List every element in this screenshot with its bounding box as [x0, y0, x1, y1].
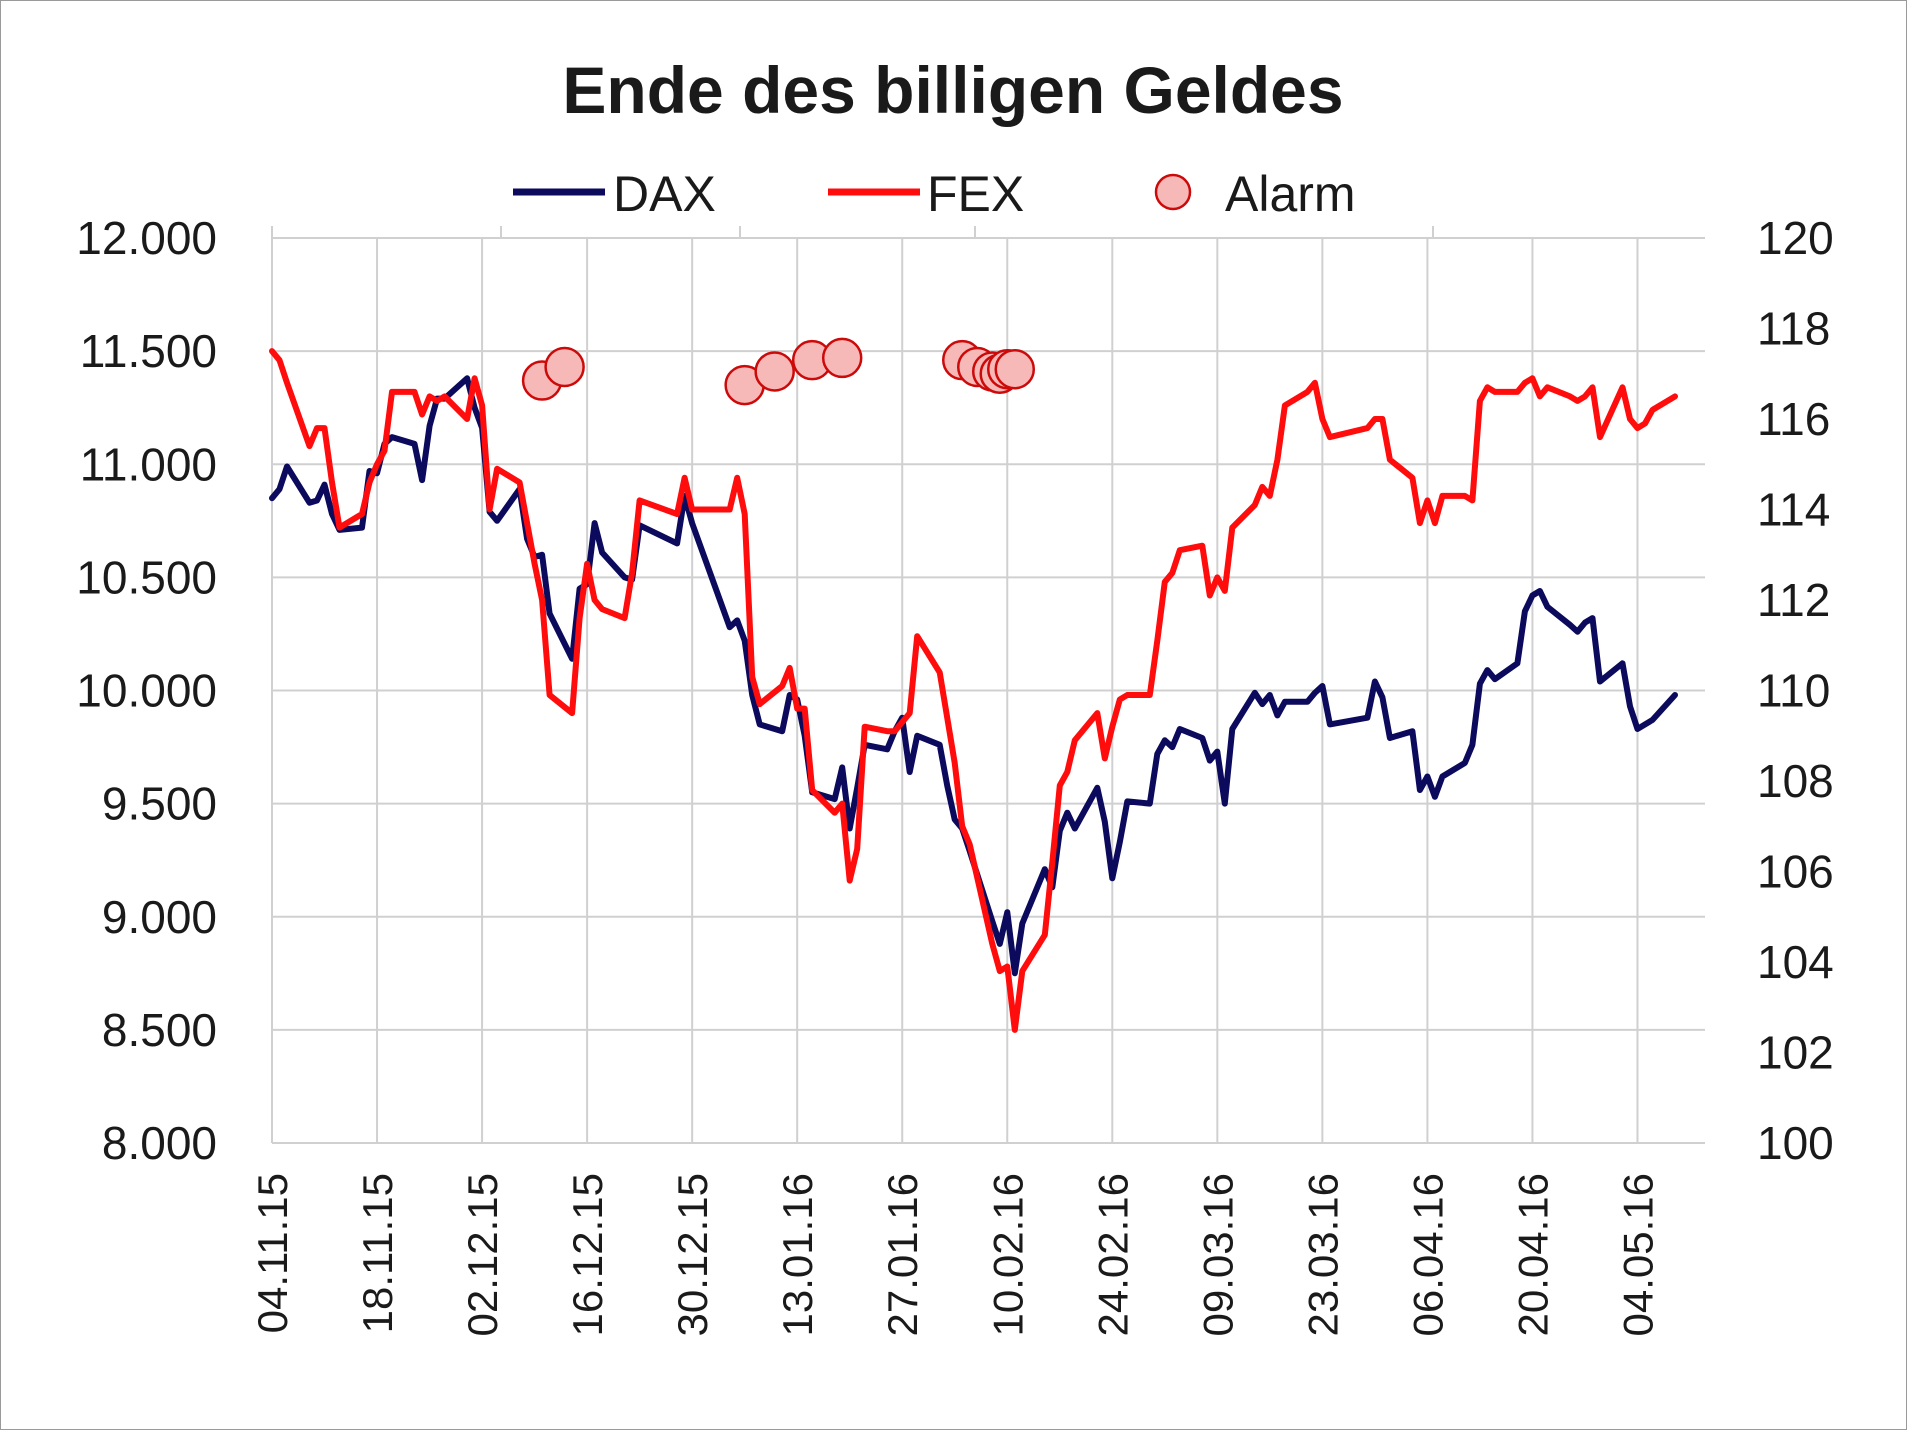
alarm-point: [821, 337, 863, 379]
x-axis-tick-label: 10.02.16: [984, 1173, 1031, 1337]
x-axis-tick-label: 23.03.16: [1299, 1173, 1346, 1337]
x-axis-tick-label: 04.11.15: [249, 1173, 296, 1333]
x-axis-tick-label: 24.02.16: [1089, 1173, 1136, 1337]
x-axis-tick-label: 04.05.16: [1614, 1173, 1661, 1337]
right-axis-tick-label: 116: [1757, 393, 1830, 445]
series-layer: [269, 348, 1678, 1033]
left-axis-tick-label: 10.000: [76, 665, 217, 717]
left-axis-tick-label: 11.000: [80, 438, 217, 490]
left-axis-tick-label: 8.000: [102, 1117, 217, 1169]
legend-label-alarm: Alarm: [1225, 166, 1356, 222]
right-axis-tick-label: 118: [1757, 303, 1830, 355]
x-axis-tick-label: 13.01.16: [774, 1173, 821, 1337]
right-axis-tick-label: 108: [1757, 755, 1834, 807]
alarm-point: [754, 351, 795, 392]
left-axis-tick-label: 8.500: [102, 1004, 217, 1056]
legend-marker-alarm: [1154, 173, 1192, 211]
right-axis-ticks: 100 102 104 106 108 110 112 114 116 118 120: [1757, 212, 1834, 1169]
left-axis-tick-label: 10.500: [76, 551, 217, 603]
left-axis-tick-label: 9.500: [102, 778, 217, 830]
x-axis-tick-label: 02.12.15: [459, 1173, 506, 1337]
right-axis-tick-label: 106: [1757, 846, 1834, 898]
left-axis-tick-label: 12.000: [76, 212, 217, 264]
x-axis-tick-label: 20.04.16: [1509, 1173, 1556, 1337]
alarm-point: [994, 348, 1036, 390]
x-axis-tick-label: 27.01.16: [879, 1173, 926, 1337]
x-axis-tick-label: 30.12.15: [669, 1173, 716, 1337]
x-axis-tick-label: 06.04.16: [1404, 1173, 1451, 1337]
x-axis-tick-label: 16.12.15: [564, 1173, 611, 1337]
right-axis-tick-label: 114: [1757, 484, 1830, 536]
legend: DAX FEX Alarm: [513, 166, 1356, 222]
right-axis-tick-label: 102: [1757, 1027, 1834, 1079]
chart-title: Ende des billigen Geldes: [562, 53, 1343, 127]
right-axis-tick-label: 120: [1757, 212, 1834, 264]
x-axis-tick-label: 09.03.16: [1194, 1173, 1241, 1337]
legend-label-fex: FEX: [927, 166, 1024, 222]
alarm-markers: [521, 337, 1036, 406]
series-line-fex: [269, 348, 1678, 1033]
x-axis-tick-label: 18.11.15: [354, 1173, 401, 1333]
alarm-point: [544, 346, 585, 388]
gridlines: [271, 226, 1705, 1144]
right-axis-tick-label: 100: [1757, 1117, 1834, 1169]
right-axis-tick-label: 104: [1757, 936, 1834, 988]
legend-label-dax: DAX: [613, 166, 716, 222]
left-axis-tick-label: 11.500: [80, 325, 217, 377]
right-axis-tick-label: 112: [1757, 574, 1830, 626]
left-axis-tick-label: 9.000: [102, 891, 217, 943]
left-axis-ticks: 8.000 8.500 9.000 9.500 10.000 10.500 11.000 11…: [76, 212, 217, 1169]
right-axis-tick-label: 110: [1757, 665, 1830, 717]
x-axis-ticks: 04.11.15 18.11.15 02.12.15 16.12.15 30.12.15…: [249, 1173, 1661, 1337]
